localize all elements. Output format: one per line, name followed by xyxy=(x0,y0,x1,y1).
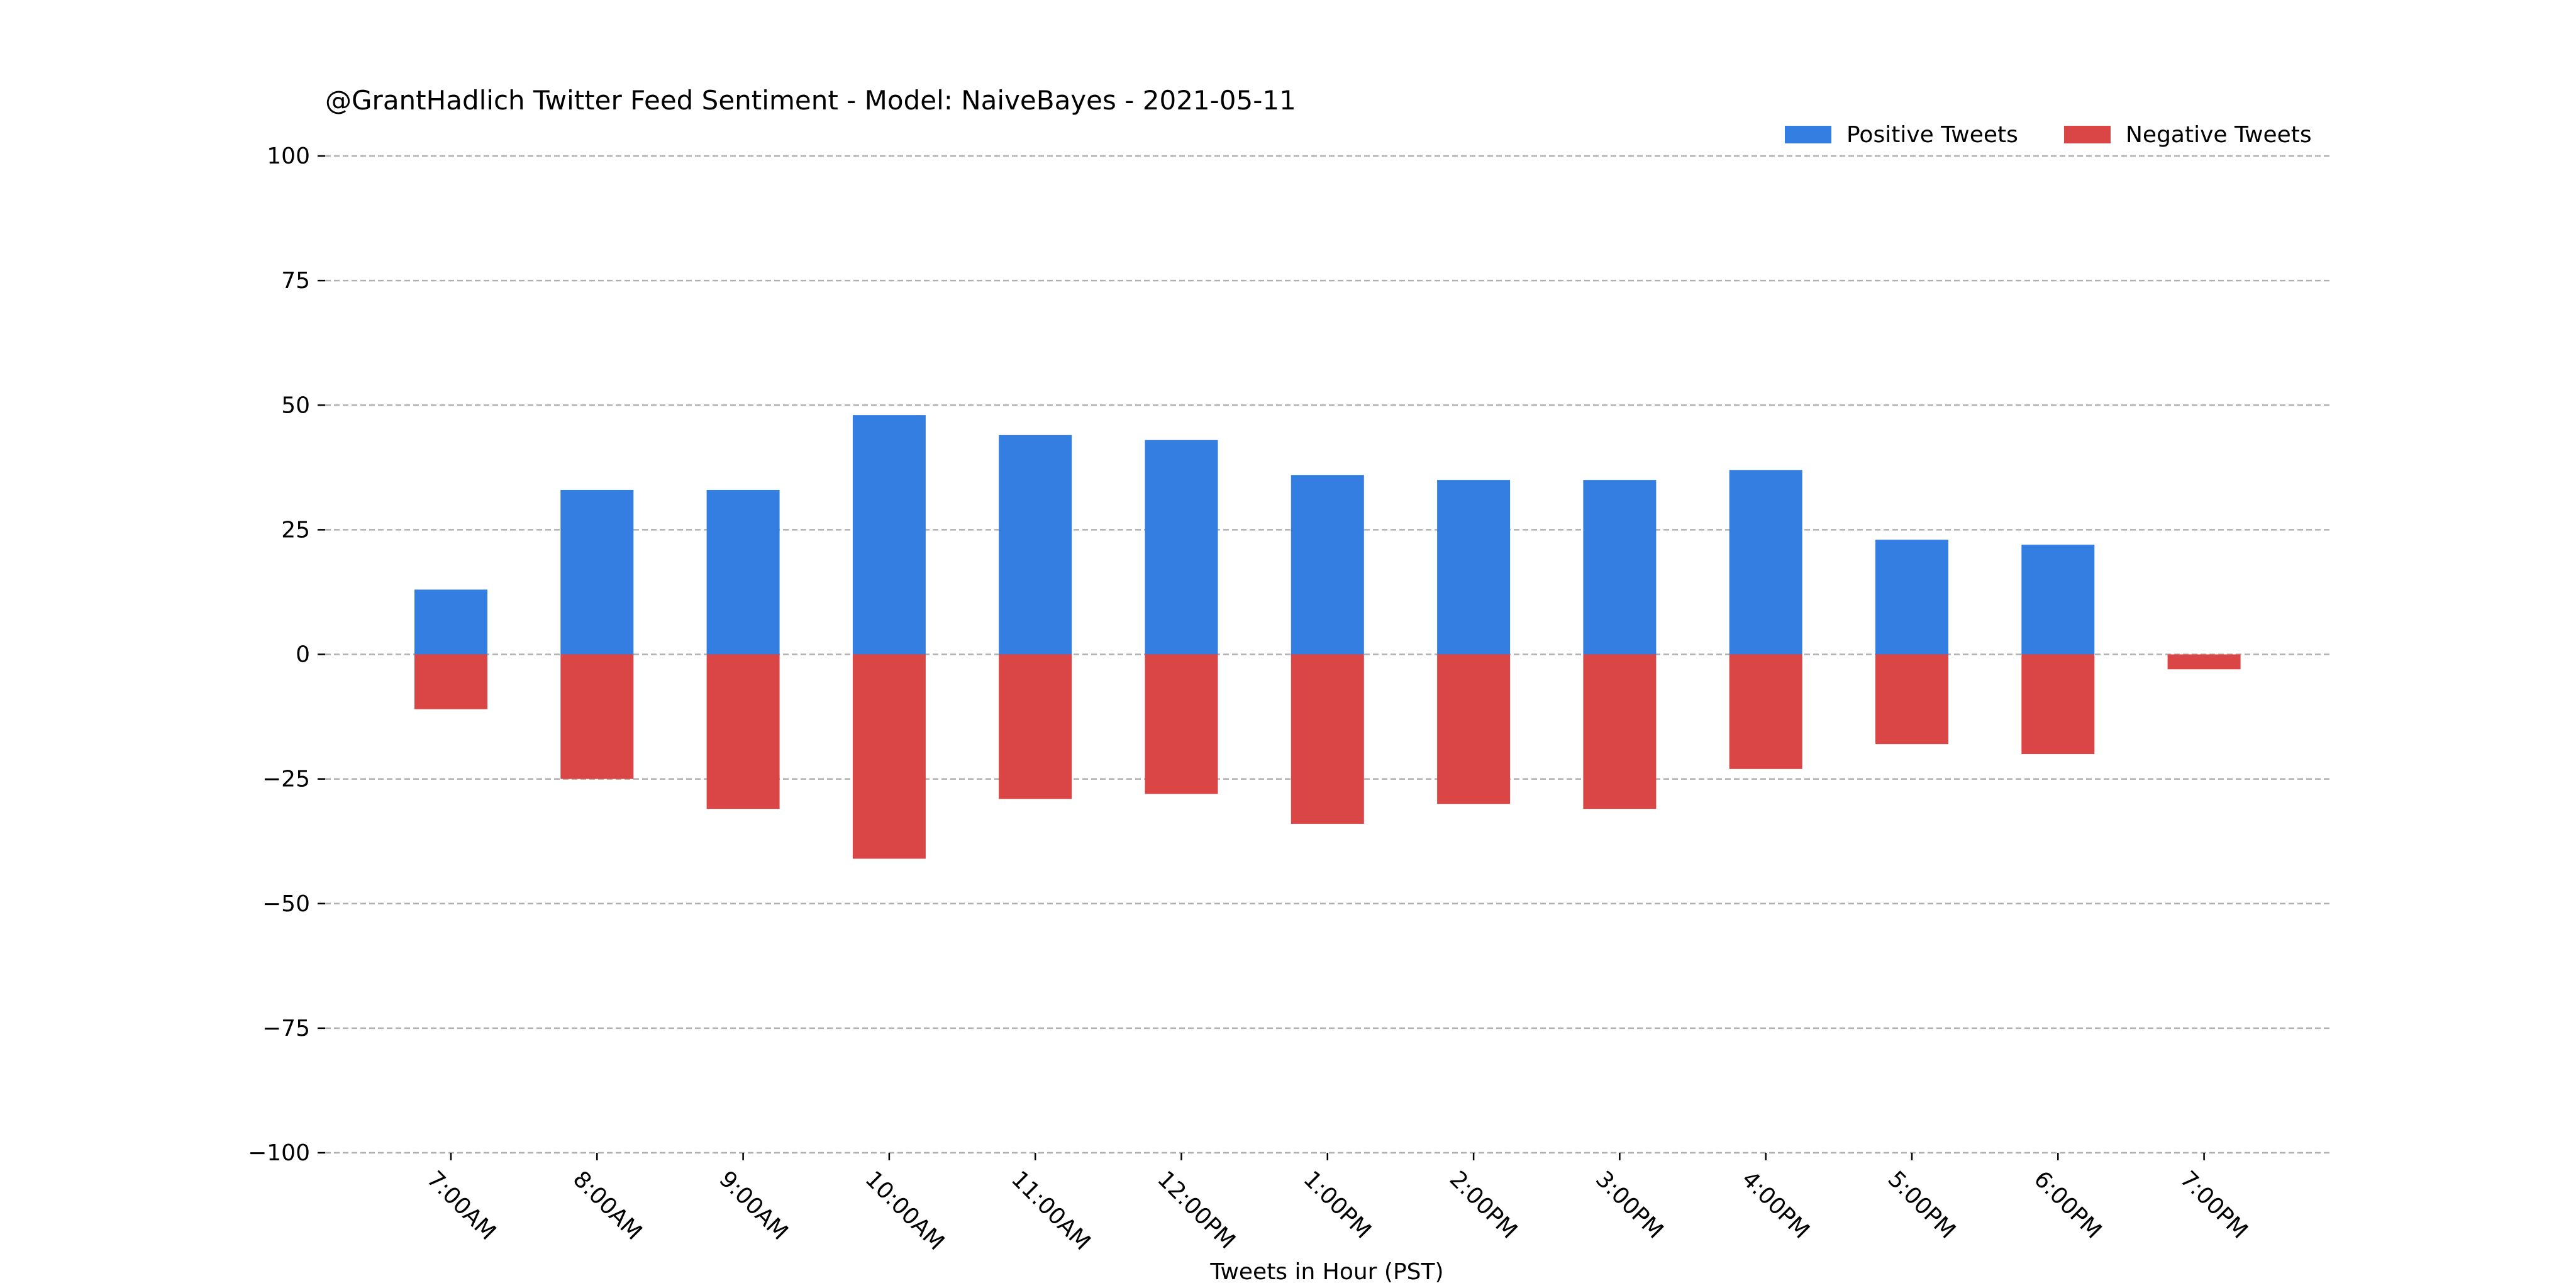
x-tick-label: 4:00PM xyxy=(1736,1166,1814,1243)
y-tick-label: 0 xyxy=(296,642,310,668)
positive-bar-10[interactable] xyxy=(1875,540,1948,655)
x-axis-label: Tweets in Hour (PST) xyxy=(1209,1259,1443,1285)
x-tick-label: 11:00AM xyxy=(1006,1166,1096,1255)
positive-bar-9[interactable] xyxy=(1729,470,1802,655)
y-tick-label: −25 xyxy=(262,767,310,792)
positive-bar-0[interactable] xyxy=(414,589,487,655)
x-tick-label: 10:00AM xyxy=(860,1166,950,1255)
legend[interactable]: Positive Tweets Negative Tweets xyxy=(1785,122,2312,148)
legend-swatch-negative xyxy=(2064,126,2111,143)
y-tick-label: 75 xyxy=(281,268,310,294)
negative-bar-2[interactable] xyxy=(706,654,780,809)
negative-bar-9[interactable] xyxy=(1729,654,1802,769)
negative-bar-1[interactable] xyxy=(560,654,634,779)
positive-bar-6[interactable] xyxy=(1291,475,1364,655)
y-tick-label: 50 xyxy=(281,392,310,418)
x-tick-label: 9:00AM xyxy=(714,1166,793,1245)
positive-bar-2[interactable] xyxy=(706,489,780,655)
x-tick-label: 3:00PM xyxy=(1591,1166,1668,1243)
negative-bar-6[interactable] xyxy=(1291,654,1364,824)
y-tick-label: 100 xyxy=(267,143,310,169)
positive-bar-11[interactable] xyxy=(2021,545,2095,655)
x-tick-label: 7:00AM xyxy=(422,1166,501,1245)
y-tick-label: −50 xyxy=(262,891,310,917)
x-tick-label: 2:00PM xyxy=(1445,1166,1522,1243)
negative-bar-3[interactable] xyxy=(852,654,926,859)
negative-bar-0[interactable] xyxy=(414,654,487,709)
negative-bar-8[interactable] xyxy=(1583,654,1657,809)
positive-bar-7[interactable] xyxy=(1437,480,1511,655)
positive-bar-4[interactable] xyxy=(999,435,1072,655)
y-tick-label: 25 xyxy=(281,517,310,543)
x-axis: 7:00AM 8:00AM 9:00AM 10:00AM 11:00AM 12:00PM 1… xyxy=(422,1153,2253,1255)
negative-bar-5[interactable] xyxy=(1145,654,1218,794)
x-tick-label: 12:00PM xyxy=(1152,1166,1240,1254)
y-tick-label: −75 xyxy=(262,1016,310,1041)
legend-label-positive: Positive Tweets xyxy=(1846,122,2018,148)
legend-swatch-positive xyxy=(1785,126,1831,143)
positive-bar-8[interactable] xyxy=(1583,480,1657,655)
y-axis: 100 75 50 25 0 −25 −50 −75 −100 xyxy=(248,143,325,1166)
legend-label-negative: Negative Tweets xyxy=(2126,122,2312,148)
x-tick-label: 8:00AM xyxy=(568,1166,647,1245)
x-tick-label: 1:00PM xyxy=(1298,1166,1375,1243)
positive-bar-3[interactable] xyxy=(852,415,926,655)
x-tick-label: 6:00PM xyxy=(2029,1166,2106,1243)
positive-bar-1[interactable] xyxy=(560,489,634,655)
bars-layer xyxy=(414,415,2241,859)
negative-bar-11[interactable] xyxy=(2021,654,2095,755)
chart-title: @GrantHadlich Twitter Feed Sentiment - M… xyxy=(325,85,1296,116)
y-tick-label: −100 xyxy=(248,1140,310,1166)
negative-bar-4[interactable] xyxy=(999,654,1072,799)
negative-bar-12[interactable] xyxy=(2167,654,2241,670)
x-tick-label: 7:00PM xyxy=(2175,1166,2252,1243)
negative-bar-10[interactable] xyxy=(1875,654,1948,745)
positive-bar-5[interactable] xyxy=(1145,440,1218,655)
x-tick-label: 5:00PM xyxy=(1883,1166,1960,1243)
negative-bar-7[interactable] xyxy=(1437,654,1511,804)
